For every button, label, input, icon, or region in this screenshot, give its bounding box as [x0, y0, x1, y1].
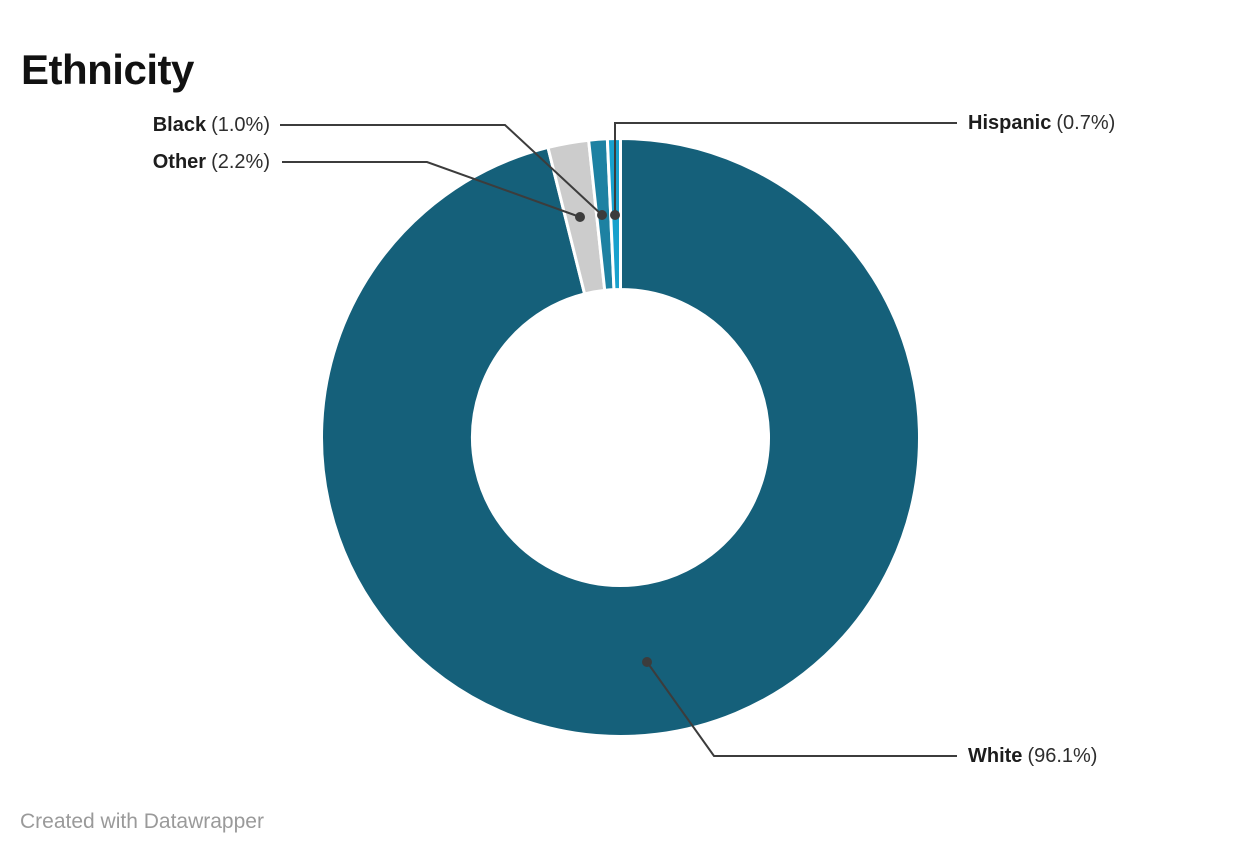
- donut-slice-white: [320, 136, 921, 738]
- donut-slices: [320, 136, 921, 738]
- callout-dot-other: [575, 212, 585, 222]
- leader-line-black: [280, 124, 603, 216]
- leader-line-white: [646, 661, 957, 757]
- slice-label-other-name: Other: [152, 151, 207, 173]
- slice-label-other: Other (2.2%): [0, 149, 270, 175]
- leader-lines: [280, 122, 957, 757]
- slice-label-white: White (96.1%): [968, 743, 1097, 769]
- slice-label-white-value: (96.1%): [1027, 745, 1098, 767]
- callout-dot-black: [597, 210, 607, 220]
- slice-label-hispanic: Hispanic (0.7%): [968, 110, 1115, 136]
- callout-dot-hispanic: [610, 210, 620, 220]
- slice-label-black-value: (1.0%): [211, 114, 270, 136]
- callout-dot-white: [642, 657, 652, 667]
- slice-label-white-name: White: [968, 745, 1023, 767]
- callout-dots: [575, 210, 652, 667]
- leader-line-other: [282, 161, 581, 218]
- page-title: Ethnicity: [21, 46, 194, 94]
- leader-line-hispanic: [614, 122, 957, 215]
- slice-label-black-name: Black: [152, 114, 207, 136]
- slice-label-other-value: (2.2%): [211, 151, 270, 173]
- slice-label-hispanic-name: Hispanic: [968, 112, 1052, 134]
- slice-label-hispanic-value: (0.7%): [1056, 112, 1116, 134]
- slice-label-black: Black (1.0%): [0, 112, 270, 138]
- footer-credit: Created with Datawrapper: [20, 810, 264, 833]
